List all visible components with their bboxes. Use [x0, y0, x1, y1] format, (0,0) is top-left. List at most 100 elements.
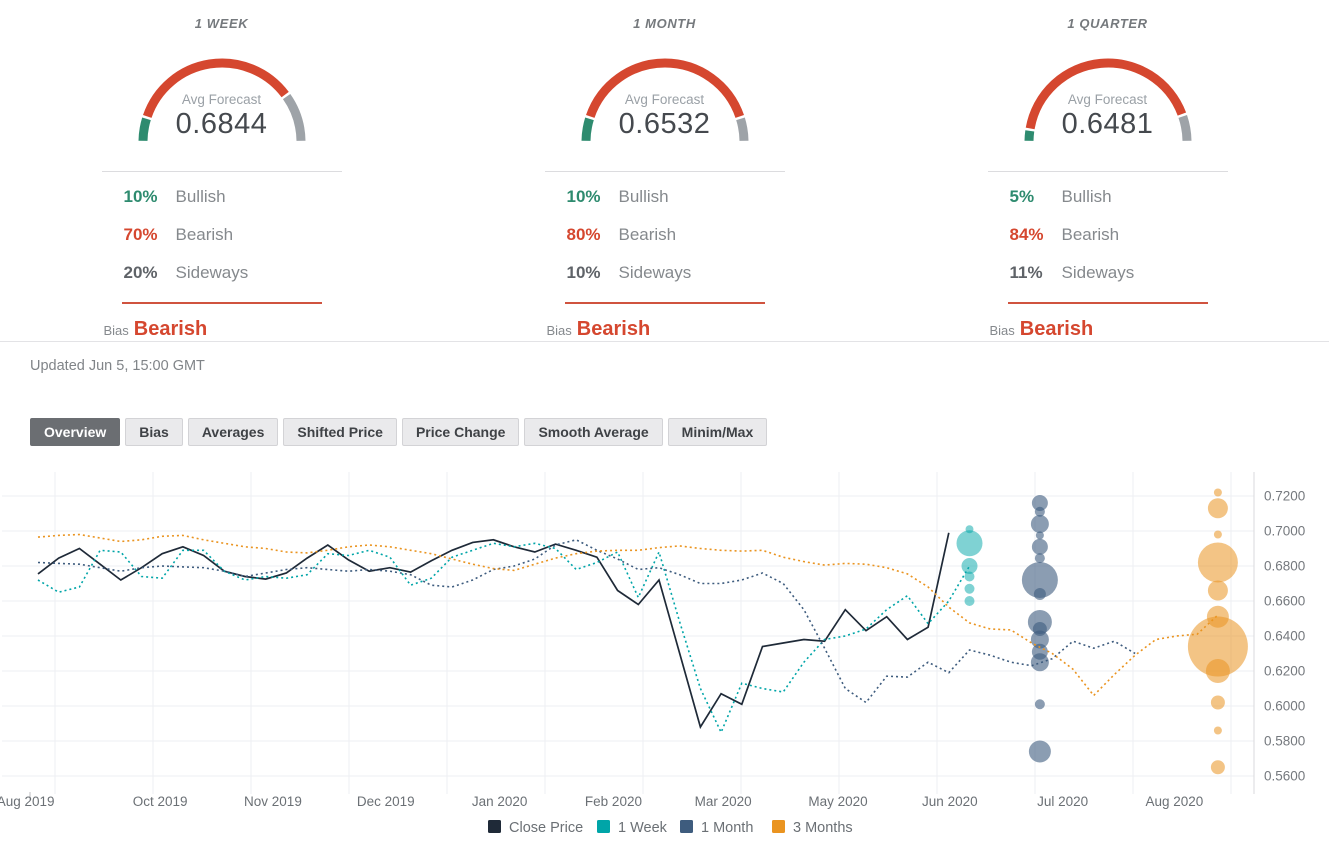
forecast-bubble — [1197, 542, 1238, 583]
sideways-pct: 10% — [566, 263, 601, 282]
bearish-pct: 84% — [1009, 225, 1044, 244]
x-axis-label: Jun 2020 — [922, 794, 978, 809]
forecast-bubble — [1205, 659, 1230, 683]
y-axis-label: 0.6400 — [1264, 629, 1305, 644]
y-axis-label: 0.6200 — [1264, 664, 1305, 679]
forecast-chart-container: 0.7200 0.7000 0.6800 0.6600 0.6400 0.6200 0.60… — [0, 464, 1329, 850]
legend-label: Close Price — [509, 820, 583, 836]
sideways-label: Sideways — [175, 263, 249, 282]
tab-averages[interactable]: Averages — [187, 418, 279, 446]
gauge-arc-bullish — [138, 117, 151, 141]
sideways-pct: 11% — [1009, 263, 1043, 282]
tab-shifted-price[interactable]: Shifted Price — [283, 418, 397, 446]
legend-label: 1 Week — [618, 820, 668, 836]
forecast-bubble — [1031, 538, 1048, 555]
bullish-label: Bullish — [1061, 187, 1112, 206]
forecast-bubble — [1207, 580, 1228, 601]
series-line-1-month — [37, 538, 1136, 704]
forecast-bubble — [956, 530, 983, 557]
forecast-column-1-quarter: 1 QUARTER Avg Forecast 0.6481 5% Bullish… — [886, 0, 1329, 341]
sideways-row: 10% Sideways — [545, 254, 785, 292]
avg-forecast-value: 0.6844 — [175, 108, 268, 140]
x-axis-label: Oct 2019 — [133, 794, 188, 809]
legend-swatch — [597, 820, 610, 833]
bearish-row: 80% Bearish — [545, 216, 785, 254]
bullish-row: 10% Bullish — [102, 178, 342, 216]
forecast-bubble — [964, 571, 975, 582]
sentiment-stats: 10% Bullish 80% Bearish 10% Sideways Bia… — [544, 171, 785, 341]
bias-label: Bias — [989, 323, 1015, 338]
avg-forecast-label: Avg Forecast — [1067, 92, 1148, 107]
gauge-arc-chart — [581, 58, 748, 141]
x-axis-label: Jul 2020 — [1037, 794, 1088, 809]
legend-label: 3 Months — [793, 820, 853, 836]
x-axis-label: Dec 2019 — [357, 794, 415, 809]
bearish-pct: 70% — [123, 225, 158, 244]
bias-row: Bias Bearish — [102, 304, 342, 341]
bearish-pct: 80% — [566, 225, 601, 244]
legend-item-1-month[interactable]: 1 Month — [680, 820, 753, 836]
y-axis-label: 0.7000 — [1264, 524, 1305, 539]
gauge-period-label: 1 MONTH — [633, 16, 696, 31]
gauge-period-label: 1 QUARTER — [1067, 16, 1148, 31]
bias-value: Bearish — [1019, 318, 1094, 340]
y-axis-label: 0.6000 — [1264, 699, 1305, 714]
legend-swatch — [680, 820, 693, 833]
forecast-bubble — [1213, 726, 1222, 735]
bullish-pct: 10% — [123, 187, 158, 206]
gauge-1-quarter: Avg Forecast 0.6481 — [1003, 39, 1213, 151]
tabs: Overview Bias Averages Shifted Price Price C… — [30, 418, 1329, 446]
x-axis-label: May 2020 — [808, 794, 867, 809]
forecast-bubble — [964, 596, 975, 606]
x-axis-label: Aug 2019 — [0, 794, 54, 809]
bias-label: Bias — [103, 323, 129, 338]
section-divider — [0, 341, 1329, 342]
gauge-center-text: Avg Forecast 0.6481 — [1003, 92, 1213, 141]
gauge-arc-bearish — [142, 58, 289, 118]
forecast-bubble — [1213, 530, 1222, 539]
y-axis-label: 0.5800 — [1264, 734, 1305, 749]
sentiment-stats: 10% Bullish 70% Bearish 20% Sideways Bia… — [101, 171, 342, 341]
forecast-summary: 1 WEEK Avg Forecast 0.6844 10% Bullish 7… — [0, 0, 1329, 341]
avg-forecast-label: Avg Forecast — [624, 92, 705, 107]
bias-label: Bias — [546, 323, 572, 338]
gauge-arc-sideways — [735, 117, 748, 141]
forecast-bubble — [1021, 562, 1058, 598]
forecast-bubble — [1207, 498, 1228, 519]
bias-value: Bearish — [576, 318, 651, 340]
forecast-bubble — [1030, 653, 1049, 672]
tab-overview[interactable]: Overview — [30, 418, 121, 446]
forecast-bubble — [1210, 695, 1225, 710]
gauge-1-month: Avg Forecast 0.6532 — [560, 39, 770, 151]
sentiment-stats: 5% Bullish 84% Bearish 11% Sideways Bias… — [987, 171, 1228, 341]
bias-underline — [121, 302, 322, 304]
legend-item-1-week[interactable]: 1 Week — [597, 820, 668, 836]
bubble-cluster-1-month — [1021, 495, 1058, 763]
avg-forecast-value: 0.6481 — [1061, 108, 1154, 140]
legend-item-close-price[interactable]: Close Price — [488, 820, 583, 836]
bullish-pct: 10% — [566, 187, 601, 206]
forecast-bubble — [961, 558, 978, 574]
bias-underline — [564, 302, 765, 304]
y-axis-label: 0.7200 — [1264, 489, 1305, 504]
gauge-arc-bullish — [581, 117, 594, 141]
legend-swatch — [772, 820, 785, 833]
forecast-chart: 0.7200 0.7000 0.6800 0.6600 0.6400 0.6200 0.60… — [0, 472, 1305, 836]
bias-value: Bearish — [133, 318, 208, 340]
sideways-pct: 20% — [123, 263, 158, 282]
bearish-label: Bearish — [1061, 225, 1120, 244]
x-axis-label: Feb 2020 — [585, 794, 642, 809]
y-axis-label: 0.6600 — [1264, 594, 1305, 609]
sideways-label: Sideways — [618, 263, 692, 282]
bearish-label: Bearish — [175, 225, 234, 244]
gauge-arc-bearish — [585, 58, 744, 118]
bearish-row: 70% Bearish — [102, 216, 342, 254]
tab-price-change[interactable]: Price Change — [401, 418, 520, 446]
tab-smooth-average[interactable]: Smooth Average — [524, 418, 663, 446]
bubble-cluster-3-months — [1187, 488, 1248, 775]
legend-swatch — [488, 820, 501, 833]
gauge-arc-chart — [1024, 58, 1191, 141]
tab-bias[interactable]: Bias — [125, 418, 183, 446]
tab-minim-max[interactable]: Minim/Max — [667, 418, 768, 446]
legend-item-3-months[interactable]: 3 Months — [772, 820, 853, 836]
